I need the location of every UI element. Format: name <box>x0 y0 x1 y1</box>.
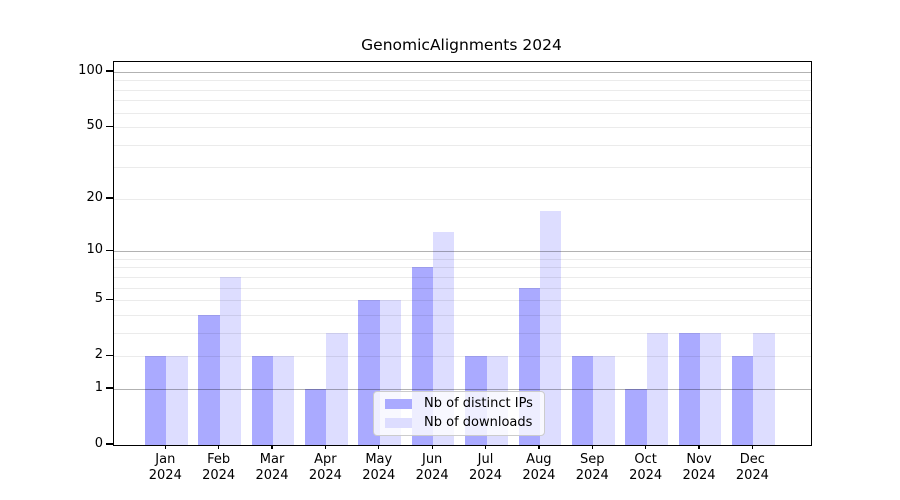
x-tick-label-oct: Oct 2024 <box>629 452 663 483</box>
y-tick-label-100: 100 <box>78 62 103 78</box>
legend-swatch-downloads <box>385 418 412 428</box>
gridlines-layer <box>114 62 811 445</box>
bar-downloads-mar <box>273 356 295 445</box>
legend-item-distinct-ips: Nb of distinct IPs <box>385 396 544 412</box>
bar-downloads-dec <box>753 332 775 445</box>
x-tick-label-jun: Jun 2024 <box>415 452 449 483</box>
x-tick-label-jan: Jan 2024 <box>148 452 182 483</box>
chart-title: GenomicAlignments 2024 <box>361 36 562 54</box>
x-tick-nov <box>698 445 700 449</box>
gridline-minor-80 <box>114 89 811 91</box>
gridline-minor-3 <box>114 332 811 334</box>
gridline-minor-40 <box>114 144 811 146</box>
bar-distinct-ips-mar <box>251 356 274 445</box>
bar-downloads-aug <box>539 211 562 445</box>
bar-distinct-ips-nov <box>678 332 700 445</box>
x-tick-jan <box>164 445 166 449</box>
gridline-minor-70 <box>114 100 811 102</box>
x-tick-label-apr: Apr 2024 <box>308 452 342 483</box>
y-tick-label-5: 5 <box>94 291 103 307</box>
gridline-minor-6 <box>114 287 811 289</box>
gridline-minor-90 <box>114 80 811 82</box>
y-tick-label-50: 50 <box>86 118 103 134</box>
x-tick-label-mar: Mar 2024 <box>255 452 289 483</box>
x-tick-sep <box>591 445 593 449</box>
y-tick-label-20: 20 <box>86 189 103 205</box>
y-tick-2 <box>106 354 113 356</box>
gridline-major-1 <box>114 388 811 390</box>
y-tick-100 <box>106 70 113 72</box>
bar-distinct-ips-oct <box>625 388 647 445</box>
gridline-minor-2 <box>114 356 811 358</box>
plot-area <box>113 61 812 446</box>
y-tick-10 <box>106 249 113 251</box>
x-tick-label-aug: Aug 2024 <box>522 452 556 483</box>
x-tick-jun <box>431 445 433 449</box>
bar-distinct-ips-apr <box>305 388 327 445</box>
x-tick-aug <box>538 445 540 449</box>
bar-downloads-apr <box>326 332 348 445</box>
legend-item-downloads: Nb of downloads <box>385 415 544 431</box>
x-tick-apr <box>324 445 327 449</box>
gridline-major-10 <box>114 251 811 253</box>
y-tick-label-2: 2 <box>94 347 103 363</box>
y-tick-label-10: 10 <box>86 242 103 258</box>
x-tick-mar <box>271 445 273 449</box>
gridline-major-100 <box>114 71 811 73</box>
y-tick-0 <box>106 443 113 445</box>
x-tick-label-feb: Feb 2024 <box>202 452 236 483</box>
y-tick-1 <box>106 387 113 389</box>
bar-distinct-ips-dec <box>732 356 754 445</box>
bar-downloads-nov <box>700 332 722 445</box>
gridline-minor-30 <box>114 167 811 169</box>
x-tick-label-jul: Jul 2024 <box>468 452 503 483</box>
bar-downloads-feb <box>219 276 241 445</box>
bar-downloads-sep <box>593 356 615 445</box>
bar-distinct-ips-feb <box>198 314 220 445</box>
gridline-minor-9 <box>114 258 811 260</box>
y-tick-50 <box>106 125 113 127</box>
legend: Nb of distinct IPs Nb of downloads <box>373 391 545 436</box>
x-tick-dec <box>751 445 754 449</box>
x-tick-jul <box>484 445 487 449</box>
x-tick-label-may: May 2024 <box>362 452 396 483</box>
y-tick-20 <box>106 197 113 199</box>
x-tick-feb <box>218 445 220 449</box>
gridline-minor-60 <box>114 112 811 114</box>
gridline-minor-4 <box>114 314 811 316</box>
x-tick-may <box>378 445 380 449</box>
bar-downloads-jan <box>166 356 188 445</box>
gridline-minor-7 <box>114 276 811 278</box>
gridline-minor-5 <box>114 300 811 302</box>
gridline-minor-8 <box>114 267 811 269</box>
gridline-minor-50 <box>114 127 811 129</box>
bar-distinct-ips-jan <box>144 356 167 445</box>
legend-swatch-distinct-ips <box>385 399 412 409</box>
y-tick-5 <box>106 298 113 300</box>
legend-label-downloads: Nb of downloads <box>424 415 533 430</box>
x-tick-label-nov: Nov 2024 <box>682 452 716 483</box>
y-tick-label-0: 0 <box>94 436 103 451</box>
x-tick-label-dec: Dec 2024 <box>735 452 769 483</box>
gridline-minor-20 <box>114 198 811 200</box>
bar-downloads-oct <box>646 332 668 445</box>
y-tick-label-1: 1 <box>94 379 103 395</box>
x-tick-label-sep: Sep 2024 <box>575 452 609 483</box>
bar-distinct-ips-sep <box>571 356 594 445</box>
x-tick-oct <box>645 445 647 449</box>
legend-label-distinct-ips: Nb of distinct IPs <box>424 396 533 411</box>
